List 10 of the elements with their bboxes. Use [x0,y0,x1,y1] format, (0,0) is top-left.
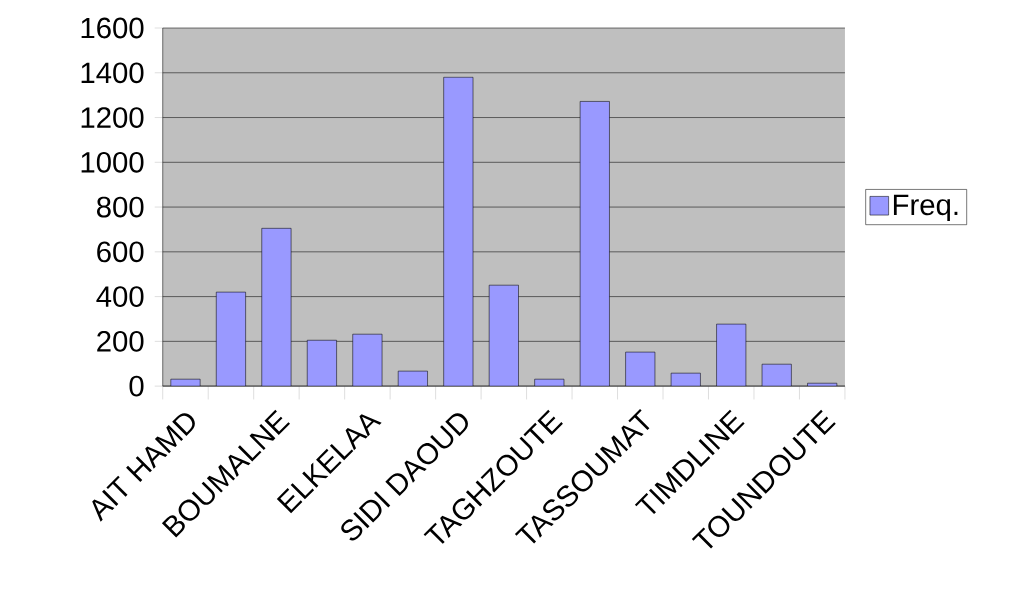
y-tick-label: 600 [97,241,144,263]
legend-label: Freq. [893,194,958,221]
y-tick-label: 400 [96,286,144,307]
y-tick-label: 200 [97,330,144,352]
y-tick-label: 1200 [81,107,144,128]
y-tick-label: 1600 [81,17,144,39]
y-tick-label: 0 [129,375,144,397]
y-tick-label: 800 [97,196,144,218]
y-tick-label: 1000 [81,151,144,173]
y-tick-label: 1400 [81,62,144,84]
